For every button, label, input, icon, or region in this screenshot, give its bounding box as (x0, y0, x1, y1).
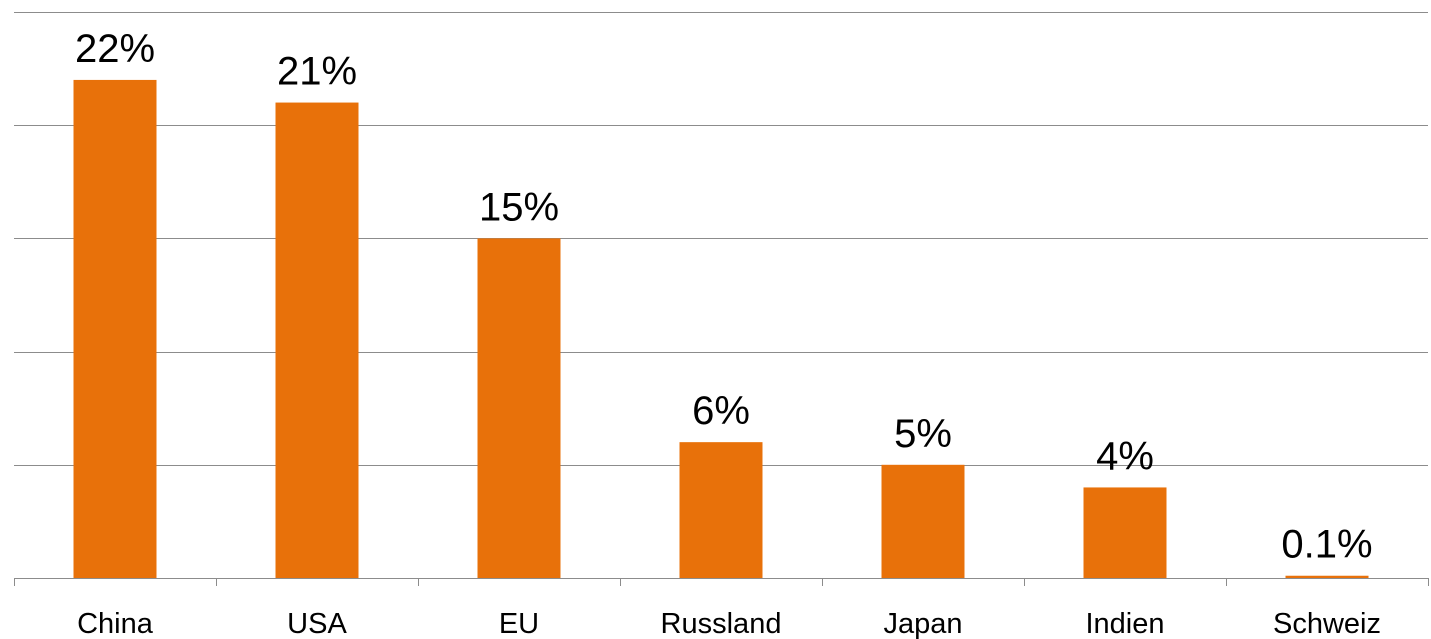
category-label-eu: EU (499, 608, 539, 639)
bar-schweiz (1285, 575, 1369, 578)
category-label-usa: USA (287, 608, 347, 639)
data-label-japan: 5% (894, 412, 952, 456)
category-label-china: China (77, 608, 154, 639)
category-label-japan: Japan (883, 608, 962, 639)
x-axis (14, 578, 1429, 586)
bar-china (73, 79, 157, 579)
category-label-schweiz: Schweiz (1273, 608, 1381, 639)
bar-eu (477, 238, 561, 578)
bar-indien (1083, 487, 1167, 578)
bar-usa (275, 102, 359, 578)
bar-japan (881, 464, 965, 578)
category-labels: China USA EU Russland Japan Indien Schweiz (77, 608, 1381, 639)
data-label-eu: 15% (479, 185, 559, 229)
bar-russland (679, 442, 763, 578)
data-label-russland: 6% (692, 389, 750, 433)
bars (73, 79, 1369, 579)
category-label-russland: Russland (661, 608, 782, 639)
gridlines (14, 12, 1428, 466)
data-labels: 22% 21% 15% 6% 5% 4% 0.1% (75, 27, 1373, 567)
data-label-indien: 4% (1096, 434, 1154, 478)
data-label-china: 22% (75, 27, 155, 71)
data-label-usa: 21% (277, 50, 357, 94)
category-label-indien: Indien (1085, 608, 1164, 639)
data-label-schweiz: 0.1% (1281, 523, 1372, 567)
